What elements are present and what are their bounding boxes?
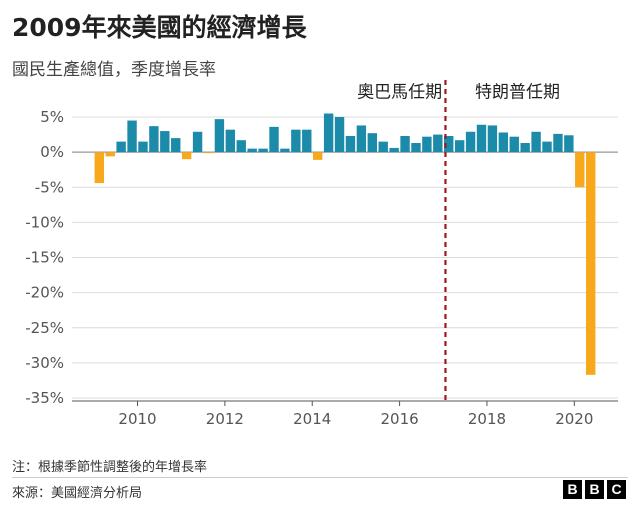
- bar: [181, 152, 192, 160]
- bar: [389, 147, 399, 153]
- bar: [105, 152, 115, 157]
- bar: [247, 148, 257, 153]
- x-tick-label: 2010: [118, 410, 156, 428]
- x-tick-label: 2014: [293, 410, 331, 428]
- y-tick-label: -5%: [35, 178, 64, 196]
- bar: [476, 124, 487, 153]
- bar: [586, 152, 596, 375]
- y-tick-label: 5%: [40, 108, 64, 126]
- chart-title: 2009年來美國的經濟增長: [12, 13, 307, 42]
- x-tick-label: 2016: [381, 410, 419, 428]
- x-tick-label: 2018: [468, 410, 506, 428]
- bbc-logo-letter: B: [563, 480, 582, 499]
- chart-note: 注：根據季節性調整後的年增長率: [12, 460, 208, 475]
- bar: [356, 125, 367, 153]
- bar: [520, 143, 530, 153]
- bar: [149, 126, 159, 153]
- bbc-logo-letter: B: [585, 480, 604, 499]
- y-tick-label: -20%: [25, 284, 64, 302]
- bar: [171, 138, 181, 153]
- bar: [367, 133, 377, 153]
- bar: [345, 135, 356, 153]
- bar: [564, 135, 574, 153]
- bar: [127, 120, 137, 153]
- chart-subtitle: 國民生產總值，季度增長率: [12, 60, 216, 80]
- bar: [94, 152, 104, 184]
- term-annotation: 特朗普任期: [475, 82, 560, 102]
- bar: [575, 152, 585, 188]
- bar: [531, 131, 541, 153]
- bar: [400, 135, 410, 153]
- x-tick-label: 2020: [555, 410, 593, 428]
- bar: [542, 141, 552, 153]
- bar: [454, 140, 465, 153]
- bar: [280, 148, 290, 153]
- bar: [203, 152, 214, 154]
- bar: [236, 140, 246, 153]
- bar: [291, 129, 301, 153]
- term-annotation: 奧巴馬任期: [357, 82, 442, 102]
- bar: [378, 141, 388, 153]
- bar: [465, 131, 476, 153]
- bar: [422, 136, 432, 153]
- bar: [313, 152, 323, 160]
- bar: [411, 143, 421, 153]
- y-tick-label: -10%: [25, 213, 64, 231]
- y-tick-label: -35%: [25, 389, 64, 407]
- footer-divider: [12, 477, 628, 478]
- bbc-logo-letter: C: [607, 480, 626, 499]
- chart-source: 來源：美國經濟分析局: [12, 486, 143, 501]
- y-tick-label: -15%: [25, 249, 64, 267]
- y-tick-label: -25%: [25, 319, 64, 337]
- x-tick-label: 2012: [206, 410, 244, 428]
- bar: [444, 135, 454, 153]
- bar: [214, 119, 225, 153]
- y-tick-label: 0%: [40, 143, 64, 161]
- bar: [302, 129, 312, 153]
- bar: [509, 136, 519, 153]
- bar: [498, 132, 509, 153]
- bar: [269, 126, 279, 153]
- bbc-logo: B B C: [563, 480, 626, 499]
- y-tick-label: -30%: [25, 354, 64, 372]
- bar: [323, 113, 334, 153]
- bar: [160, 131, 170, 153]
- bar: [433, 134, 443, 153]
- bar: [192, 131, 203, 153]
- bar: [553, 133, 563, 153]
- bar: [138, 141, 148, 153]
- bar: [258, 148, 268, 153]
- bar: [116, 141, 126, 153]
- bar: [487, 125, 498, 153]
- bar: [225, 129, 236, 153]
- bar: [334, 117, 345, 153]
